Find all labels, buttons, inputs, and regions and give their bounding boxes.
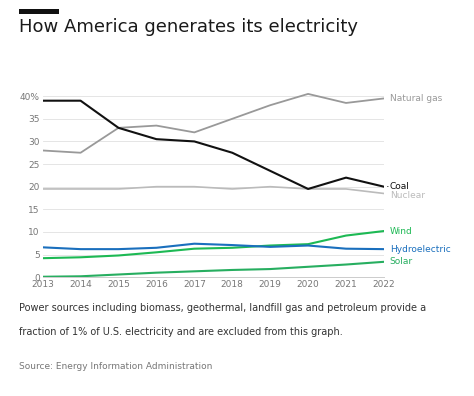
Text: Wind: Wind: [390, 227, 412, 236]
Text: Natural gas: Natural gas: [390, 94, 442, 103]
Text: How America generates its electricity: How America generates its electricity: [19, 18, 358, 36]
Text: Hydroelectric: Hydroelectric: [390, 245, 450, 254]
Text: Power sources including biomass, geothermal, landfill gas and petroleum provide : Power sources including biomass, geother…: [19, 303, 426, 313]
Text: ·: ·: [386, 182, 390, 192]
Text: Source: Energy Information Administration: Source: Energy Information Administratio…: [19, 362, 212, 371]
Text: Nuclear: Nuclear: [390, 191, 425, 200]
Text: fraction of 1% of U.S. electricity and are excluded from this graph.: fraction of 1% of U.S. electricity and a…: [19, 327, 343, 337]
Text: Coal: Coal: [390, 182, 410, 191]
Text: Solar: Solar: [390, 257, 413, 267]
